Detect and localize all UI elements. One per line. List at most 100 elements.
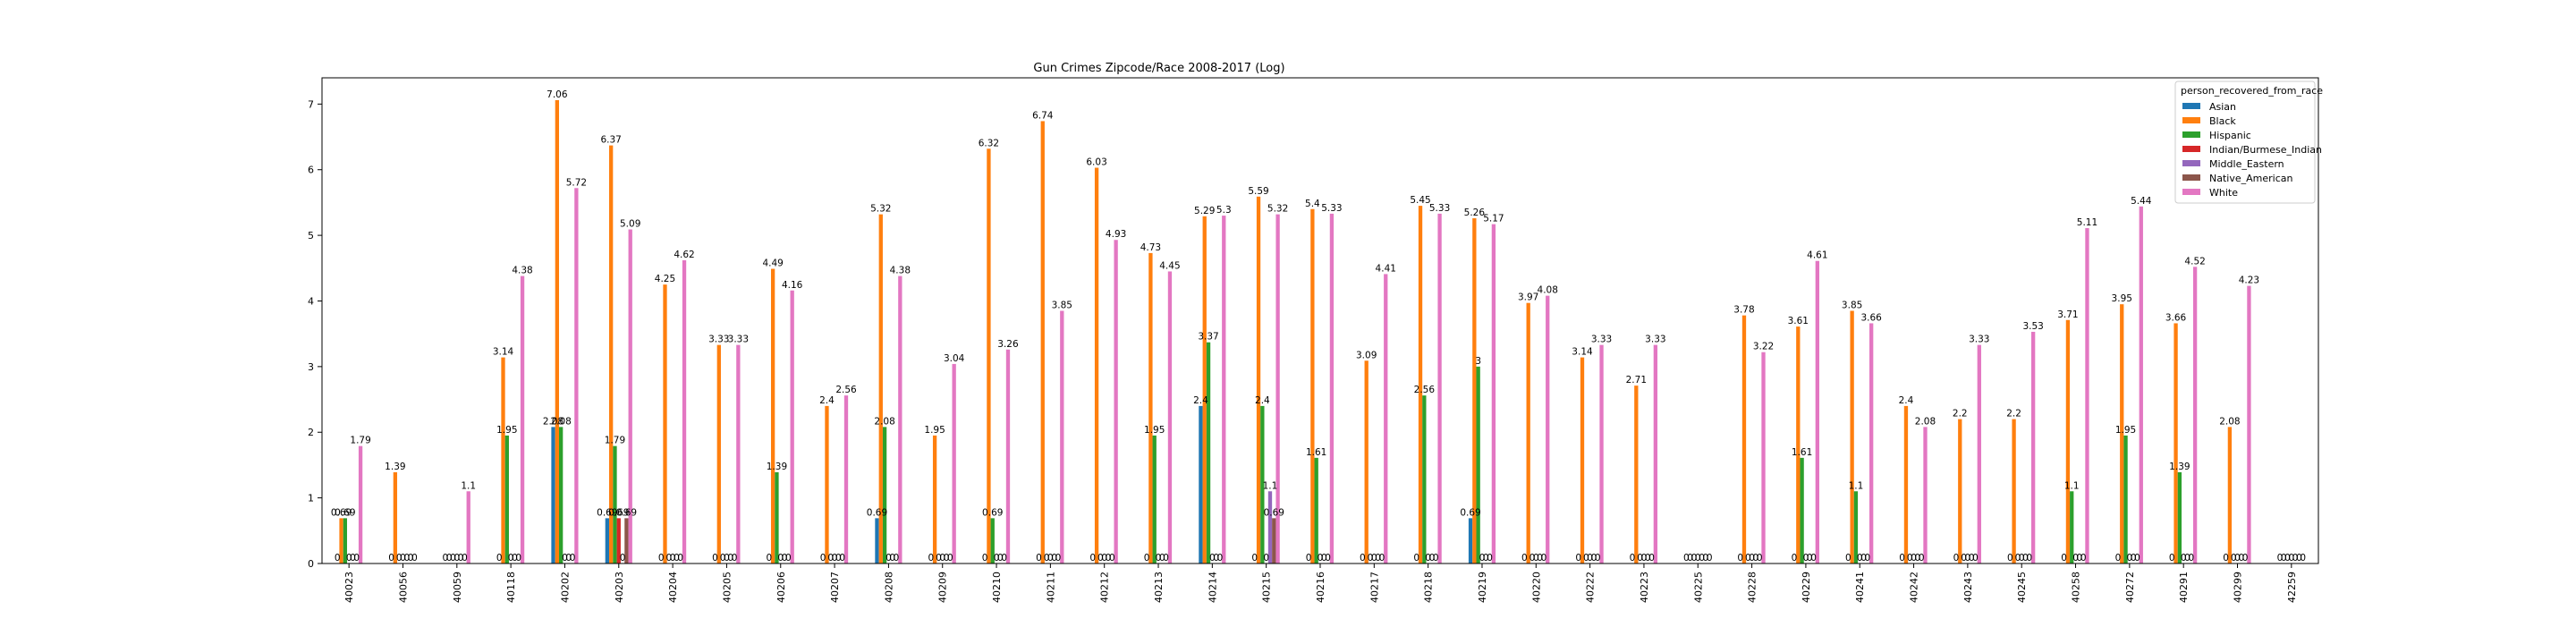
bar [1202, 216, 1207, 564]
bar [1206, 342, 1211, 564]
bar-value-label: 0 [1807, 553, 1813, 564]
bar [843, 395, 849, 564]
bar [1526, 302, 1530, 564]
bar-value-label: 2.4 [1899, 395, 1914, 406]
bar-value-label: 5.32 [870, 204, 891, 215]
bar-value-label: 0 [2181, 553, 2187, 564]
bar-value-label: 0 [346, 553, 352, 564]
bar-value-label: 0.69 [616, 507, 637, 518]
bar-value-label: 0.69 [331, 507, 352, 518]
bar-value-label: 4.52 [2184, 256, 2205, 267]
x-tick-label: 40243 [1962, 572, 1974, 603]
bar [1418, 206, 1423, 564]
bar-value-label: 0 [1375, 553, 1381, 564]
bar-value-label: 3.85 [1052, 300, 1072, 310]
bar-value-label: 5.45 [1410, 195, 1430, 206]
bar [1310, 208, 1315, 564]
bar [555, 99, 559, 564]
bar-value-label: 0 [1263, 553, 1269, 564]
bar [1761, 352, 1766, 564]
bar-value-label: 0 [1965, 553, 1971, 564]
bar [1422, 395, 1427, 564]
bar-value-label: 0 [1687, 553, 1693, 564]
bar-value-label: 0 [1749, 553, 1755, 564]
bar-value-label: 0 [2292, 553, 2299, 564]
bar-value-label: 0 [2277, 553, 2284, 564]
bar [1546, 295, 1550, 564]
bar-value-label: 0.69 [597, 507, 617, 518]
x-tick-label: 40229 [1801, 572, 1812, 603]
x-tick-label: 40059 [452, 572, 463, 603]
bar-value-label: 0 [458, 553, 464, 564]
bar-value-label: 0 [1703, 553, 1709, 564]
bar-value-label: 0 [944, 553, 950, 564]
bar [1384, 274, 1388, 564]
bar-value-label: 4.45 [1159, 260, 1180, 271]
bar-value-label: 0 [2238, 553, 2244, 564]
bar-value-label: 0 [2127, 553, 2133, 564]
bar-value-label: 5.29 [1194, 206, 1215, 216]
bar-value-label: 1.79 [350, 436, 370, 446]
bar [663, 284, 667, 564]
bar-value-label: 2.08 [2219, 416, 2240, 427]
x-tick-label: 40241 [1854, 572, 1866, 603]
bar-value-label: 0 [677, 553, 683, 564]
bar-value-label: 1.1 [1849, 480, 1864, 491]
bar-value-label: 1.95 [1144, 425, 1165, 436]
x-tick-label: 40272 [2124, 572, 2136, 603]
bar-value-label: 0 [1683, 553, 1690, 564]
bar-value-label: 3.66 [1860, 312, 1882, 323]
legend-label: Asian [2209, 101, 2236, 113]
bar-value-label: 0 [997, 553, 1004, 564]
bar-value-label: 0 [1047, 553, 1054, 564]
bar-value-label: 5.26 [1464, 208, 1486, 218]
bar-value-label: 0 [512, 553, 518, 564]
bar-value-label: 0 [1587, 553, 1593, 564]
bar-labels-layer: 0 0 0 02.080.690 0 0 00.690 0 0 0 02.40 0 0 00.690 0 0 0… [331, 89, 2306, 564]
x-tick-label: 40228 [1747, 572, 1758, 603]
x-tick-label: 42259 [2286, 572, 2298, 603]
bar [628, 229, 632, 564]
bar [1923, 427, 1928, 564]
bar-value-label: 4.49 [762, 258, 783, 269]
bar-value-label: 3.22 [1753, 342, 1774, 352]
bar-value-label: 7.06 [547, 89, 568, 100]
bar-value-label: 0 [1845, 553, 1852, 564]
legend-swatch [2182, 103, 2200, 109]
x-tick-label: 40245 [2016, 572, 2028, 603]
x-tick-label: 40223 [1639, 572, 1650, 603]
legend-swatch [2182, 160, 2200, 166]
bar-value-label: 0 [1803, 553, 1809, 564]
legend-label: Middle_Eastern [2209, 158, 2284, 170]
bar-value-label: 4.25 [655, 274, 675, 284]
bar-value-label: 6.32 [979, 138, 999, 148]
bar-value-label: 4.23 [2239, 275, 2259, 286]
x-tick-label: 40242 [1909, 572, 1920, 603]
bar-value-label: 0 [1792, 553, 1798, 564]
bar-value-label: 5.33 [1321, 203, 1342, 214]
bar-value-label: 6.03 [1086, 157, 1106, 168]
bar-value-label: 0 [1433, 553, 1439, 564]
bar-value-label: 0 [2019, 553, 2025, 564]
bar-value-label: 2.08 [543, 416, 564, 427]
bar-value-label: 0 [515, 553, 521, 564]
bar [952, 363, 956, 564]
bar-value-label: 0 [2288, 553, 2294, 564]
bar-value-label: 0 [1371, 553, 1377, 564]
bar [1260, 405, 1265, 564]
bar-value-label: 0 [446, 553, 453, 564]
bar-value-label: 3.33 [1969, 335, 1989, 345]
bar-value-label: 0 [1213, 553, 1219, 564]
bar-value-label: 0 [565, 553, 572, 564]
bar [624, 518, 629, 564]
bar-value-label: 3.37 [1198, 332, 1218, 343]
bar [990, 518, 995, 564]
bar-value-label: 0 [1745, 553, 1751, 564]
bar [2123, 435, 2128, 564]
bar-value-label: 3.97 [1518, 292, 1538, 303]
bar [1491, 224, 1496, 564]
bar-value-label: 0 [1425, 553, 1431, 564]
bar-value-label: 0 [1318, 553, 1324, 564]
bar-value-label: 0 [1537, 553, 1543, 564]
bar [1580, 357, 1585, 564]
